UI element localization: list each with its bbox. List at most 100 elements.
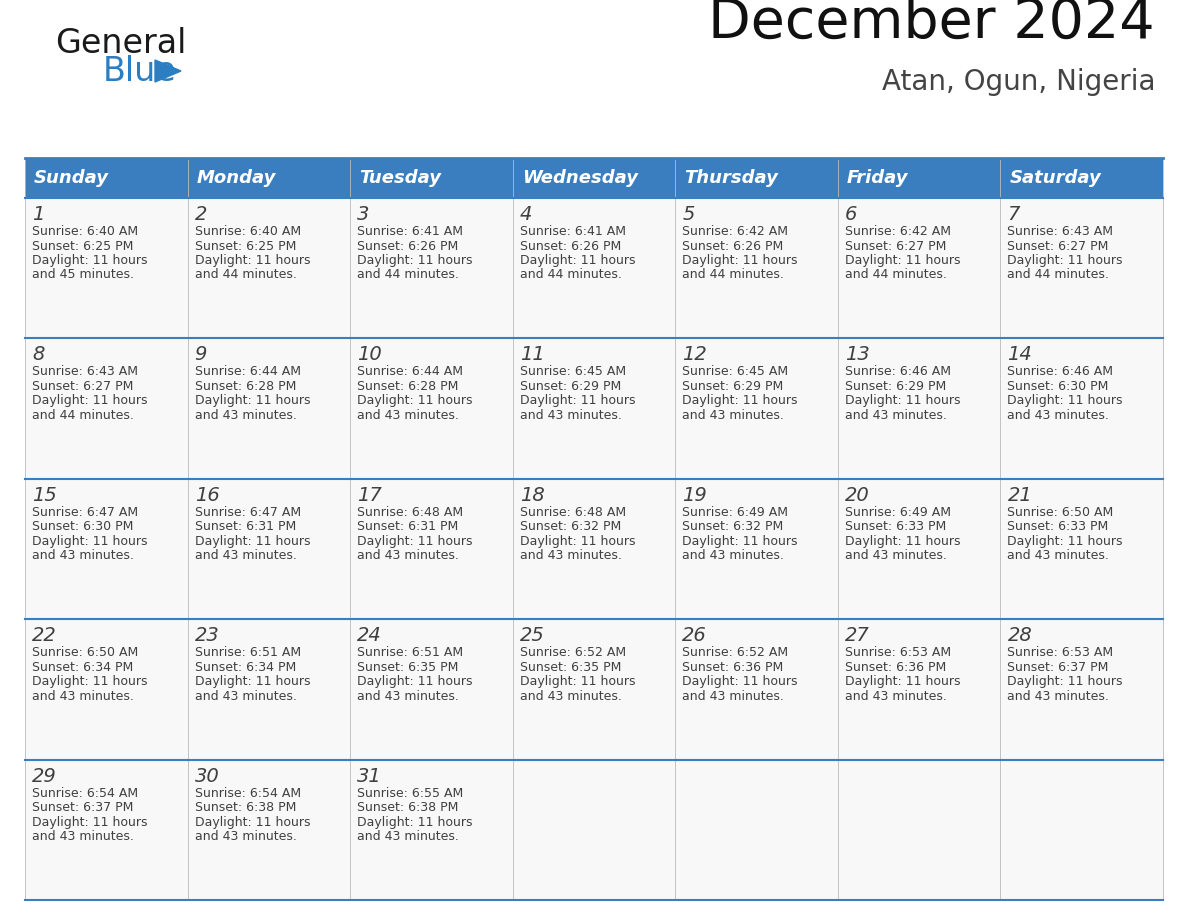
Text: Daylight: 11 hours: Daylight: 11 hours — [845, 676, 960, 688]
Text: Daylight: 11 hours: Daylight: 11 hours — [519, 254, 636, 267]
Text: 19: 19 — [682, 486, 707, 505]
Text: Sunset: 6:31 PM: Sunset: 6:31 PM — [195, 521, 296, 533]
Text: and 43 minutes.: and 43 minutes. — [845, 549, 947, 563]
Text: Sunset: 6:29 PM: Sunset: 6:29 PM — [519, 380, 621, 393]
Text: and 43 minutes.: and 43 minutes. — [1007, 409, 1110, 422]
Text: Daylight: 11 hours: Daylight: 11 hours — [358, 815, 473, 829]
Text: Sunset: 6:38 PM: Sunset: 6:38 PM — [358, 801, 459, 814]
Text: and 43 minutes.: and 43 minutes. — [1007, 689, 1110, 702]
Text: Sunrise: 6:44 AM: Sunrise: 6:44 AM — [358, 365, 463, 378]
Text: and 43 minutes.: and 43 minutes. — [519, 409, 621, 422]
Text: December 2024: December 2024 — [708, 0, 1155, 50]
Text: 30: 30 — [195, 767, 220, 786]
Bar — [25, 198, 1163, 339]
Text: Sunrise: 6:48 AM: Sunrise: 6:48 AM — [358, 506, 463, 519]
Text: Sunrise: 6:42 AM: Sunrise: 6:42 AM — [682, 225, 789, 238]
Text: and 44 minutes.: and 44 minutes. — [32, 409, 134, 422]
Text: 9: 9 — [195, 345, 207, 364]
Text: Saturday: Saturday — [1010, 169, 1101, 187]
Text: and 43 minutes.: and 43 minutes. — [682, 409, 784, 422]
Text: Daylight: 11 hours: Daylight: 11 hours — [1007, 395, 1123, 408]
Text: Sunrise: 6:43 AM: Sunrise: 6:43 AM — [1007, 225, 1113, 238]
Text: Sunset: 6:34 PM: Sunset: 6:34 PM — [195, 661, 296, 674]
Text: Daylight: 11 hours: Daylight: 11 hours — [358, 676, 473, 688]
Text: Sunrise: 6:54 AM: Sunrise: 6:54 AM — [32, 787, 138, 800]
Text: Sunrise: 6:44 AM: Sunrise: 6:44 AM — [195, 365, 301, 378]
Text: 3: 3 — [358, 205, 369, 224]
Text: Sunset: 6:32 PM: Sunset: 6:32 PM — [682, 521, 784, 533]
Text: 24: 24 — [358, 626, 381, 645]
Text: Sunrise: 6:52 AM: Sunrise: 6:52 AM — [682, 646, 789, 659]
Text: Tuesday: Tuesday — [359, 169, 441, 187]
Text: 25: 25 — [519, 626, 544, 645]
Text: Sunset: 6:38 PM: Sunset: 6:38 PM — [195, 801, 296, 814]
Text: Atan, Ogun, Nigeria: Atan, Ogun, Nigeria — [881, 68, 1155, 96]
Text: Friday: Friday — [847, 169, 909, 187]
Text: 20: 20 — [845, 486, 870, 505]
Text: Sunset: 6:25 PM: Sunset: 6:25 PM — [195, 240, 296, 252]
Text: and 43 minutes.: and 43 minutes. — [845, 689, 947, 702]
Text: Sunset: 6:35 PM: Sunset: 6:35 PM — [358, 661, 459, 674]
Text: Sunset: 6:26 PM: Sunset: 6:26 PM — [682, 240, 784, 252]
Text: General: General — [55, 27, 187, 60]
Text: Sunset: 6:33 PM: Sunset: 6:33 PM — [845, 521, 946, 533]
Text: Sunrise: 6:50 AM: Sunrise: 6:50 AM — [1007, 506, 1113, 519]
Text: Sunrise: 6:52 AM: Sunrise: 6:52 AM — [519, 646, 626, 659]
Text: Daylight: 11 hours: Daylight: 11 hours — [682, 535, 798, 548]
Text: 1: 1 — [32, 205, 44, 224]
Text: Daylight: 11 hours: Daylight: 11 hours — [195, 815, 310, 829]
Text: 27: 27 — [845, 626, 870, 645]
Text: Sunset: 6:32 PM: Sunset: 6:32 PM — [519, 521, 621, 533]
Text: Sunrise: 6:45 AM: Sunrise: 6:45 AM — [682, 365, 789, 378]
Text: Daylight: 11 hours: Daylight: 11 hours — [1007, 676, 1123, 688]
Bar — [25, 158, 1163, 198]
Text: and 43 minutes.: and 43 minutes. — [358, 830, 459, 843]
Text: Sunset: 6:30 PM: Sunset: 6:30 PM — [1007, 380, 1108, 393]
Text: and 44 minutes.: and 44 minutes. — [845, 268, 947, 282]
Text: and 45 minutes.: and 45 minutes. — [32, 268, 134, 282]
Text: Daylight: 11 hours: Daylight: 11 hours — [195, 535, 310, 548]
Bar — [25, 479, 1163, 620]
Text: and 43 minutes.: and 43 minutes. — [519, 689, 621, 702]
Text: 12: 12 — [682, 345, 707, 364]
Text: 2: 2 — [195, 205, 207, 224]
Text: and 44 minutes.: and 44 minutes. — [682, 268, 784, 282]
Text: 7: 7 — [1007, 205, 1019, 224]
Text: Sunset: 6:36 PM: Sunset: 6:36 PM — [845, 661, 946, 674]
Text: Daylight: 11 hours: Daylight: 11 hours — [1007, 254, 1123, 267]
Text: Sunrise: 6:42 AM: Sunrise: 6:42 AM — [845, 225, 950, 238]
Text: and 43 minutes.: and 43 minutes. — [195, 549, 297, 563]
Text: Sunset: 6:27 PM: Sunset: 6:27 PM — [845, 240, 946, 252]
Text: Daylight: 11 hours: Daylight: 11 hours — [195, 395, 310, 408]
Text: Sunrise: 6:49 AM: Sunrise: 6:49 AM — [682, 506, 789, 519]
Text: Daylight: 11 hours: Daylight: 11 hours — [195, 676, 310, 688]
Text: Sunrise: 6:54 AM: Sunrise: 6:54 AM — [195, 787, 301, 800]
Text: and 43 minutes.: and 43 minutes. — [195, 689, 297, 702]
Text: and 44 minutes.: and 44 minutes. — [1007, 268, 1110, 282]
Text: 17: 17 — [358, 486, 381, 505]
Text: Daylight: 11 hours: Daylight: 11 hours — [845, 535, 960, 548]
Text: Sunrise: 6:46 AM: Sunrise: 6:46 AM — [1007, 365, 1113, 378]
Text: 18: 18 — [519, 486, 544, 505]
Text: Sunrise: 6:51 AM: Sunrise: 6:51 AM — [358, 646, 463, 659]
Text: Daylight: 11 hours: Daylight: 11 hours — [682, 254, 798, 267]
Bar — [25, 339, 1163, 479]
Text: 15: 15 — [32, 486, 57, 505]
Text: 4: 4 — [519, 205, 532, 224]
Text: Daylight: 11 hours: Daylight: 11 hours — [682, 395, 798, 408]
Text: and 43 minutes.: and 43 minutes. — [519, 549, 621, 563]
Text: Daylight: 11 hours: Daylight: 11 hours — [32, 815, 147, 829]
Text: Sunday: Sunday — [34, 169, 109, 187]
Text: 28: 28 — [1007, 626, 1032, 645]
Text: Sunset: 6:28 PM: Sunset: 6:28 PM — [195, 380, 296, 393]
Text: 22: 22 — [32, 626, 57, 645]
Text: Sunrise: 6:45 AM: Sunrise: 6:45 AM — [519, 365, 626, 378]
Text: and 43 minutes.: and 43 minutes. — [845, 409, 947, 422]
Bar — [25, 620, 1163, 759]
Text: and 43 minutes.: and 43 minutes. — [682, 689, 784, 702]
Text: Sunset: 6:27 PM: Sunset: 6:27 PM — [1007, 240, 1108, 252]
Text: Sunset: 6:36 PM: Sunset: 6:36 PM — [682, 661, 784, 674]
Text: and 43 minutes.: and 43 minutes. — [32, 689, 134, 702]
Text: Sunset: 6:25 PM: Sunset: 6:25 PM — [32, 240, 133, 252]
Text: Daylight: 11 hours: Daylight: 11 hours — [195, 254, 310, 267]
